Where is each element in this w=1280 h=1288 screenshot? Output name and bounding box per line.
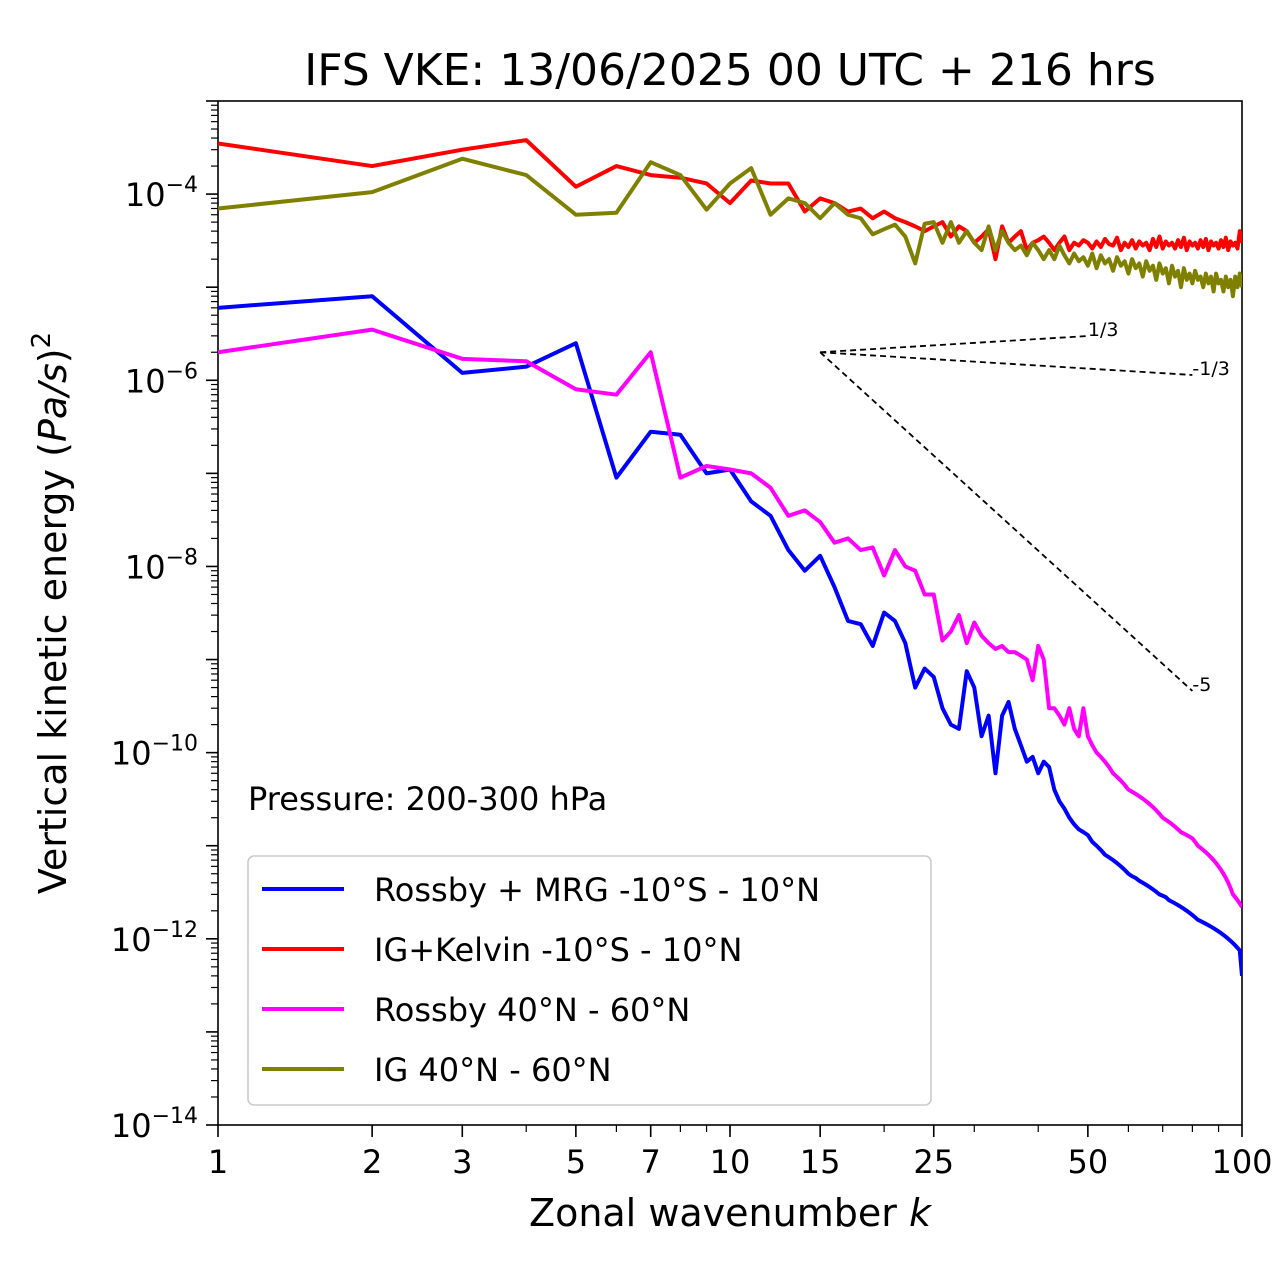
x-tick-label: 3 (452, 1143, 472, 1181)
y-tick-exponent: −6 (166, 359, 198, 384)
y-tick-base: 10 (111, 1107, 152, 1145)
reference-slope-line (819, 351, 1193, 692)
x-axis-label-var: k (909, 1191, 933, 1235)
x-tick-label: 7 (641, 1143, 661, 1181)
y-tick-label: 10−14 (111, 1104, 198, 1145)
legend-box (247, 855, 932, 1106)
y-axis-label-main: Vertical kinetic energy ( (31, 442, 75, 894)
y-tick-label: 10−4 (125, 173, 198, 214)
y-tick-base: 10 (111, 921, 152, 959)
x-tick-label: 2 (362, 1143, 382, 1181)
x-tick-label: 50 (1068, 1143, 1109, 1181)
reference-slope-label: -5 (1192, 674, 1211, 696)
x-tick-label: 5 (566, 1143, 586, 1181)
y-tick-label: 10−6 (125, 359, 198, 400)
y-axis-label-var: Pa/s (31, 363, 75, 442)
y-tick-base: 10 (125, 362, 166, 400)
reference-slope-label: 1/3 (1088, 319, 1119, 341)
y-tick-exponent: −12 (152, 918, 198, 943)
reference-slopes (819, 335, 1193, 692)
x-tick-label: 15 (800, 1143, 841, 1181)
legend-label-ig-40-n-60-n: IG 40°N - 60°N (374, 1051, 612, 1089)
series-line-ig-kelvin-10-s-10-n (218, 138, 1242, 262)
y-tick-base: 10 (125, 176, 166, 214)
x-axis-label: Zonal wavenumber k (529, 1191, 933, 1235)
y-tick-label: 10−10 (111, 732, 198, 773)
y-tick-exponent: −8 (166, 545, 198, 570)
x-tick-label: 25 (913, 1143, 954, 1181)
reference-slope-line (820, 351, 1193, 376)
x-axis-label-main: Zonal wavenumber (529, 1191, 909, 1235)
legend-entries: Rossby + MRG -10°S - 10°N IG+Kelvin -10°S… (262, 871, 820, 1089)
legend-label-rossby-40-n-60-n: Rossby 40°N - 60°N (374, 991, 690, 1029)
y-tick-label: 10−12 (111, 918, 198, 959)
legend-label-rossby-mrg-10-s-10-n: Rossby + MRG -10°S - 10°N (374, 871, 820, 909)
y-tick-exponent: −4 (166, 173, 198, 198)
series-line-rossby-mrg-10-s-10-n (218, 294, 1242, 977)
x-tick-label: 10 (710, 1143, 751, 1181)
chart-title: IFS VKE: 13/06/2025 00 UTC + 216 hrs (304, 45, 1156, 96)
x-tick-label: 1 (208, 1143, 228, 1181)
y-tick-base: 10 (111, 735, 152, 773)
series-layer (218, 138, 1242, 977)
y-tick-label: 10−8 (125, 545, 198, 586)
y-tick-exponent: −14 (152, 1104, 198, 1129)
reference-slope-label: -1/3 (1192, 358, 1229, 380)
reference-slope-line (820, 335, 1088, 354)
y-axis-label-superscript: 2 (27, 332, 57, 349)
series-line-ig-40-n-60-n (218, 156, 1242, 299)
y-axis-label-close: ) (31, 348, 75, 363)
legend-label-ig-kelvin-10-s-10-n: IG+Kelvin -10°S - 10°N (374, 931, 742, 969)
x-tick-label: 100 (1211, 1143, 1272, 1181)
series-line-rossby-40-n-60-n (218, 327, 1242, 909)
pressure-annotation: Pressure: 200-300 hPa (248, 780, 607, 818)
y-tick-exponent: −10 (152, 732, 198, 757)
x-axis-ticks: 1 2 3 5 7 10 15 25 50 100 (208, 1125, 1273, 1181)
y-tick-base: 10 (125, 548, 166, 586)
y-axis-label: Vertical kinetic energy (Pa/s)2 (27, 332, 75, 894)
legend: Rossby + MRG -10°S - 10°N IG+Kelvin -10°S… (247, 855, 932, 1106)
